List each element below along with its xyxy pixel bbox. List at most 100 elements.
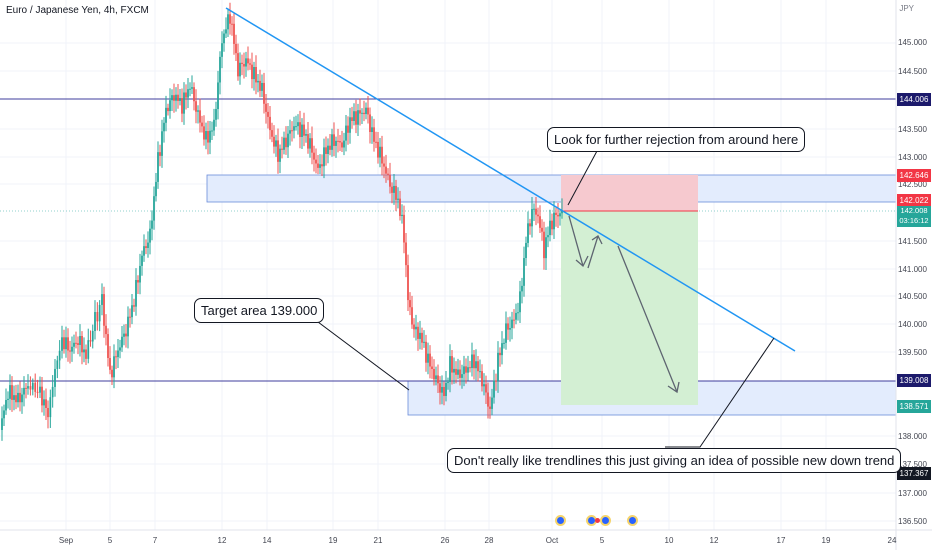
arrow-head-3 xyxy=(667,381,680,394)
candle-body xyxy=(191,87,193,89)
candle-body xyxy=(213,119,215,131)
candle-body xyxy=(155,181,157,197)
candle-body xyxy=(497,352,499,382)
callout-rejection[interactable]: Look for further rejection from around h… xyxy=(547,127,806,152)
candle-body xyxy=(395,185,397,200)
candle-body xyxy=(207,131,209,143)
candle-body xyxy=(157,152,159,182)
candle-body xyxy=(105,325,107,335)
time-tick: 5 xyxy=(599,536,605,545)
candle-body xyxy=(67,337,69,351)
price-tick: 136.500 xyxy=(898,517,927,526)
candle-body xyxy=(235,43,237,54)
candle-body xyxy=(101,294,103,305)
candle-body xyxy=(237,53,239,77)
currency-label: JPY xyxy=(899,4,914,13)
candle-body xyxy=(199,110,201,123)
candle-body xyxy=(339,141,341,143)
candle-body xyxy=(419,332,421,339)
candle-body xyxy=(25,387,27,389)
candle-body xyxy=(447,381,449,383)
time-tick: 17 xyxy=(776,536,786,545)
candle-body xyxy=(181,98,183,114)
projection-arrows xyxy=(568,215,680,394)
candle-body xyxy=(149,228,151,243)
candle-body xyxy=(179,98,181,101)
candle-body xyxy=(521,285,523,292)
candle-body xyxy=(439,383,441,393)
candle-body xyxy=(483,384,485,387)
candle-body xyxy=(75,342,77,344)
candle-body xyxy=(515,312,517,320)
candle-body xyxy=(61,337,63,351)
callout-trend[interactable]: Don't really like trendlines this just g… xyxy=(447,448,902,473)
candle-body xyxy=(315,159,317,164)
candle-body xyxy=(217,82,219,110)
candle-body xyxy=(21,394,23,403)
candle-body xyxy=(517,312,519,314)
candle-body xyxy=(131,305,133,318)
candle-body xyxy=(211,130,213,132)
candle-body xyxy=(115,356,117,358)
candle-body xyxy=(267,111,269,117)
price-tick: 145.000 xyxy=(898,38,927,47)
candle-body xyxy=(367,107,369,115)
candle-body xyxy=(275,140,277,147)
candle-body xyxy=(109,358,111,370)
candle-body xyxy=(123,333,125,337)
event-red-marker-icon[interactable] xyxy=(595,518,600,523)
resistance-zone xyxy=(206,174,897,203)
candle-body xyxy=(255,67,257,83)
candle-body xyxy=(561,210,563,214)
candle-body xyxy=(133,305,135,307)
candle-body xyxy=(343,140,345,148)
candle-body xyxy=(187,89,189,98)
time-tick: Oct xyxy=(545,536,559,545)
candle-body xyxy=(15,395,17,403)
candle-body xyxy=(361,112,363,114)
candle-body xyxy=(319,164,321,168)
symbol-title[interactable]: Euro / Japanese Yen, 4h, FXCM xyxy=(6,5,149,16)
down-trendline[interactable] xyxy=(225,7,796,352)
candle-body xyxy=(247,58,249,64)
candle-body xyxy=(277,140,279,162)
candle-body xyxy=(45,399,47,408)
candle-body xyxy=(265,103,267,112)
candle-body xyxy=(279,148,281,162)
candle-body xyxy=(253,67,255,80)
candle-body xyxy=(27,386,29,389)
candle-body xyxy=(107,334,109,359)
candle-body xyxy=(36,391,39,393)
candle-body xyxy=(381,146,383,164)
candle-body xyxy=(349,117,351,133)
candle-body xyxy=(287,133,289,148)
candle-body xyxy=(455,368,457,375)
candle-body xyxy=(531,209,533,227)
candle-body xyxy=(159,152,161,156)
candle-body xyxy=(65,337,67,350)
candle-body xyxy=(527,223,529,243)
time-tick: 19 xyxy=(821,536,831,545)
candle-body xyxy=(351,117,353,121)
candle-body xyxy=(305,134,307,136)
candle-body xyxy=(245,58,247,67)
candle-body xyxy=(223,33,225,44)
candle-body xyxy=(141,255,143,266)
candle-body xyxy=(539,216,541,228)
candle-body xyxy=(98,304,101,322)
event-marker-icon[interactable] xyxy=(600,515,611,526)
event-marker-icon[interactable] xyxy=(627,515,638,526)
candle-body xyxy=(103,294,105,326)
candle-body xyxy=(345,125,347,141)
arrow-down-2 xyxy=(617,245,678,393)
callout-target[interactable]: Target area 139.000 xyxy=(194,298,325,323)
candle-body xyxy=(121,336,123,348)
event-marker-icon[interactable] xyxy=(555,515,566,526)
candle-body xyxy=(9,385,11,399)
badge-current-price: 142.008 03:16:12 xyxy=(897,206,931,227)
candle-body xyxy=(151,220,153,229)
candle-body xyxy=(79,335,81,345)
candle-body xyxy=(535,208,537,215)
candle-body xyxy=(113,356,115,378)
